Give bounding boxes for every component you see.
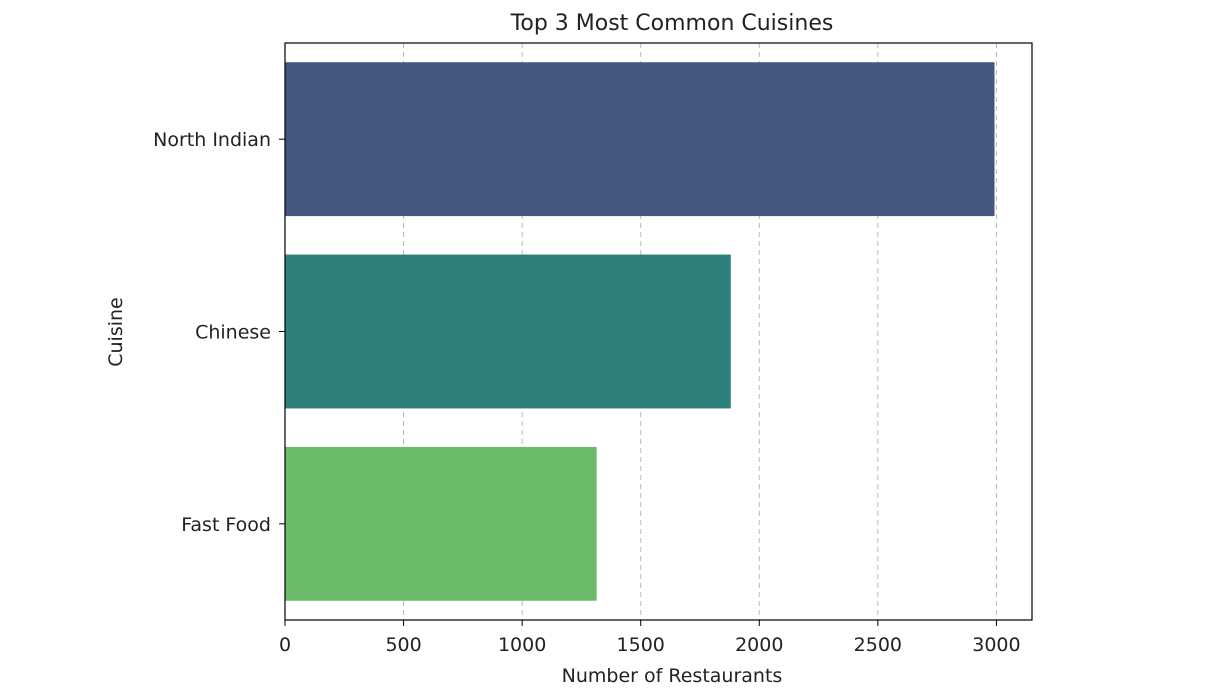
x-tick-label-1000: 1000 — [498, 634, 546, 656]
x-tick-label-1500: 1500 — [617, 634, 665, 656]
y-tick-label-fast-food: Fast Food — [181, 514, 271, 536]
x-tick-label-3000: 3000 — [972, 634, 1020, 656]
bar-chinese — [285, 254, 731, 409]
x-tick-label-0: 0 — [279, 634, 291, 656]
x-tick-label-500: 500 — [385, 634, 421, 656]
bar-north-indian — [285, 62, 995, 217]
bar-fast-food — [285, 446, 597, 601]
x-axis: 0 500 1000 1500 2000 2500 3000 — [279, 620, 1021, 656]
y-axis: North Indian Chinese Fast Food — [153, 129, 285, 536]
bars — [285, 62, 995, 601]
chart-title: Top 3 Most Common Cuisines — [510, 11, 834, 36]
x-axis-label: Number of Restaurants — [562, 665, 783, 687]
x-tick-label-2500: 2500 — [854, 634, 902, 656]
y-tick-label-north-indian: North Indian — [153, 129, 271, 151]
y-tick-label-chinese: Chinese — [195, 322, 271, 344]
x-tick-label-2000: 2000 — [735, 634, 783, 656]
y-axis-label: Cuisine — [105, 297, 127, 367]
